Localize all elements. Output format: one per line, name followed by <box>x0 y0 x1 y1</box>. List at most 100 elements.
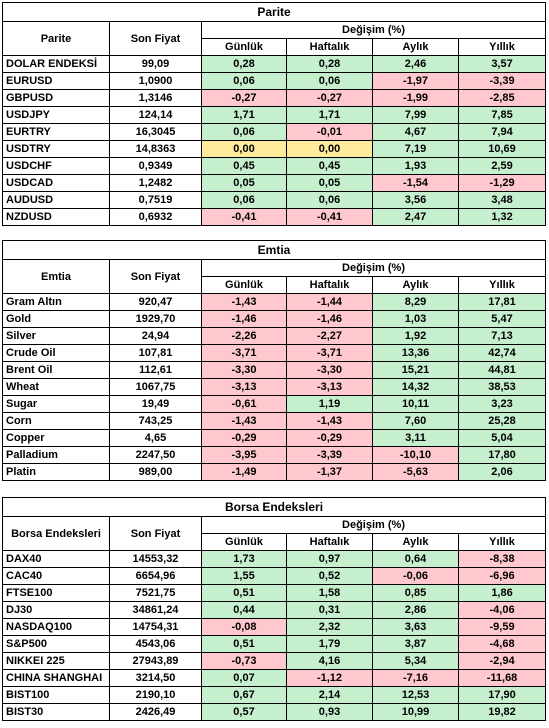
change-cell: -0,61 <box>201 395 287 413</box>
instrument-name: Crude Oil <box>2 344 110 362</box>
change-cell: 0,93 <box>286 703 373 721</box>
change-cell: 38,53 <box>457 378 547 396</box>
instrument-name: NZDUSD <box>2 208 110 226</box>
change-cell: -1,97 <box>372 72 459 90</box>
instrument-name: DJ30 <box>2 601 110 619</box>
group-header: Değişim (%) <box>200 516 547 534</box>
change-cell: 2,46 <box>372 55 459 73</box>
change-cell: -3,39 <box>286 446 373 464</box>
change-cell: 17,90 <box>457 686 547 704</box>
change-cell: -4,06 <box>457 601 547 619</box>
period-header: Günlük <box>201 38 287 56</box>
table-title: Borsa Endeksleri <box>1 497 547 517</box>
change-cell: -1,49 <box>201 463 287 481</box>
change-cell: 10,11 <box>372 395 459 413</box>
instrument-name: USDJPY <box>2 106 110 124</box>
data-row: USDCAD 1,2482 0,05 0,05 -1,54 -1,29 <box>2 174 547 192</box>
change-cell: -0,08 <box>201 618 287 636</box>
price: 2426,49 <box>109 703 202 721</box>
price: 24,94 <box>109 327 202 345</box>
price: 19,49 <box>109 395 202 413</box>
change-cell: -1,43 <box>201 293 287 311</box>
data-row: Copper 4,65 -0,29 -0,29 3,11 5,04 <box>2 429 547 447</box>
price: 7521,75 <box>109 584 202 602</box>
data-row: Brent Oil 112,61 -3,30 -3,30 15,21 44,81 <box>2 361 547 379</box>
change-cell: 0,85 <box>372 584 459 602</box>
price: 4543,06 <box>109 635 202 653</box>
header-row: Parite Son Fiyat Değişim (%) <box>2 21 547 56</box>
price: 1067,75 <box>109 378 202 396</box>
data-row: Gold 1929,70 -1,46 -1,46 1,03 5,47 <box>2 310 547 328</box>
change-cell: -0,73 <box>201 652 287 670</box>
data-row: DJ30 34861,24 0,44 0,31 2,86 -4,06 <box>2 601 547 619</box>
change-cell: 0,06 <box>201 72 287 90</box>
change-cell: -3,39 <box>457 72 547 90</box>
header-row: Borsa Endeksleri Son Fiyat Değişim (%) <box>2 516 547 551</box>
instrument-name: DOLAR ENDEKSİ <box>2 55 110 73</box>
change-cell: 17,80 <box>457 446 547 464</box>
table-body: Emtia Emtia Son Fiyat Değişim (%) Günlük Haft… <box>1 240 547 481</box>
change-cell: -2,94 <box>457 652 547 670</box>
change-cell: 2,47 <box>372 208 459 226</box>
data-row: Silver 24,94 -2,26 -2,27 1,92 7,13 <box>2 327 547 345</box>
data-row: Palladium 2247,50 -3,95 -3,39 -10,10 17,80 <box>2 446 547 464</box>
change-cell: 2,32 <box>286 618 373 636</box>
period-header: Haftalık <box>286 38 373 56</box>
data-table: Emtia Emtia Son Fiyat Değişim (%) Günlük Haft… <box>1 240 547 481</box>
change-cell: 10,69 <box>457 140 547 158</box>
change-cell: 7,60 <box>372 412 459 430</box>
change-cell: 13,36 <box>372 344 459 362</box>
price: 1,3146 <box>109 89 202 107</box>
change-cell: -1,29 <box>457 174 547 192</box>
instrument-name: Brent Oil <box>2 361 110 379</box>
change-cell: 1,58 <box>286 584 373 602</box>
column-header: Son Fiyat <box>109 516 202 551</box>
period-header: Aylık <box>372 38 459 56</box>
data-row: DOLAR ENDEKSİ 99,09 0,28 0,28 2,46 3,57 <box>2 55 547 73</box>
change-cell: 1,71 <box>201 106 287 124</box>
price: 0,6932 <box>109 208 202 226</box>
instrument-name: EURTRY <box>2 123 110 141</box>
change-cell: -6,96 <box>457 567 547 585</box>
instrument-name: NIKKEI 225 <box>2 652 110 670</box>
price: 99,09 <box>109 55 202 73</box>
change-cell: -0,29 <box>201 429 287 447</box>
change-cell: -1,43 <box>286 412 373 430</box>
data-row: BIST30 2426,49 0,57 0,93 10,99 19,82 <box>2 703 547 721</box>
change-cell: -3,95 <box>201 446 287 464</box>
data-row: CHINA SHANGHAI 3214,50 0,07 -1,12 -7,16 -11,6… <box>2 669 547 687</box>
change-cell: 3,63 <box>372 618 459 636</box>
change-cell: 12,53 <box>372 686 459 704</box>
price: 14,8363 <box>109 140 202 158</box>
change-cell: 0,06 <box>201 191 287 209</box>
change-cell: -1,43 <box>201 412 287 430</box>
data-row: DAX40 14553,32 1,73 0,97 0,64 -8,38 <box>2 550 547 568</box>
change-cell: 7,19 <box>372 140 459 158</box>
price: 14553,32 <box>109 550 202 568</box>
change-cell: 7,94 <box>457 123 547 141</box>
data-table: Borsa Endeksleri Borsa Endeksleri Son Fiya… <box>1 497 547 721</box>
change-cell: -3,30 <box>286 361 373 379</box>
change-cell: -0,41 <box>286 208 373 226</box>
price: 34861,24 <box>109 601 202 619</box>
change-cell: -7,16 <box>372 669 459 687</box>
change-cell: 3,11 <box>372 429 459 447</box>
change-cell: -2,85 <box>457 89 547 107</box>
change-cell: -0,29 <box>286 429 373 447</box>
change-cell: -9,59 <box>457 618 547 636</box>
change-cell: 14,32 <box>372 378 459 396</box>
instrument-name: Gram Altın <box>2 293 110 311</box>
change-cell: -1,37 <box>286 463 373 481</box>
period-header: Yıllık <box>457 533 547 551</box>
change-cell: 3,56 <box>372 191 459 209</box>
change-cell: 3,87 <box>372 635 459 653</box>
change-cell: 5,47 <box>457 310 547 328</box>
change-cell: 15,21 <box>372 361 459 379</box>
change-cell: -0,41 <box>201 208 287 226</box>
change-cell: -3,30 <box>201 361 287 379</box>
change-cell: 5,34 <box>372 652 459 670</box>
change-cell: 4,67 <box>372 123 459 141</box>
change-cell: 1,19 <box>286 395 373 413</box>
data-table: Parite Parite Son Fiyat Değişim (%) Günlük Ha… <box>1 2 547 226</box>
change-cell: -10,10 <box>372 446 459 464</box>
